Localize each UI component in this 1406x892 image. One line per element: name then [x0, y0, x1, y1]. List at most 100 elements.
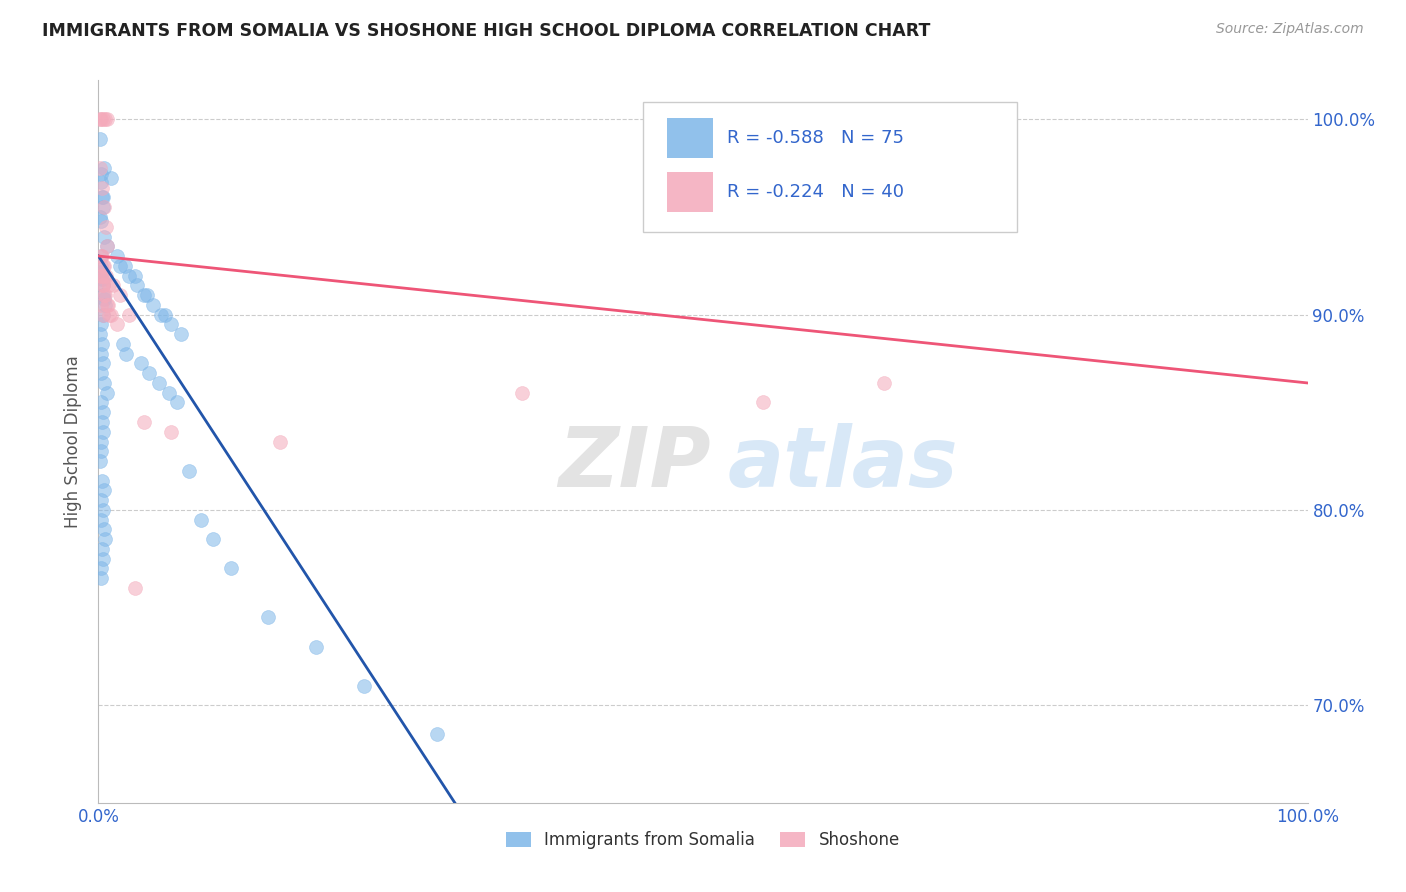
Point [90, 265, 112, 279]
Point [169, 327, 191, 342]
Point [115, 346, 138, 360]
FancyBboxPatch shape [643, 102, 1018, 232]
Point [93, 288, 115, 302]
Point [90, 366, 112, 380]
Point [873, 376, 896, 390]
Point [91, 308, 114, 322]
Point [90, 395, 112, 409]
Point [93, 229, 115, 244]
Point [90, 175, 112, 189]
Point [91, 541, 114, 556]
Point [90, 444, 112, 458]
Point [221, 561, 243, 575]
Point [96, 385, 118, 400]
Point [89, 132, 111, 146]
Point [89, 112, 111, 127]
Text: R = -0.224   N = 40: R = -0.224 N = 40 [727, 183, 904, 202]
Point [90, 259, 112, 273]
Point [426, 727, 449, 741]
Point [90, 346, 112, 360]
Point [114, 259, 136, 273]
Point [105, 249, 128, 263]
Point [118, 308, 141, 322]
Point [100, 308, 122, 322]
Point [90, 434, 112, 449]
Point [127, 278, 149, 293]
Point [353, 679, 375, 693]
Point [138, 366, 160, 380]
Point [91, 425, 114, 439]
Point [90, 513, 112, 527]
Point [111, 337, 134, 351]
Point [91, 272, 114, 286]
Point [91, 249, 114, 263]
Point [94, 112, 117, 127]
Point [93, 523, 115, 537]
Point [91, 278, 114, 293]
Point [96, 239, 118, 253]
Point [190, 513, 212, 527]
Point [91, 308, 114, 322]
Point [305, 640, 328, 654]
Point [108, 288, 131, 302]
Point [90, 318, 112, 332]
Point [91, 278, 114, 293]
Point [269, 434, 291, 449]
Point [202, 532, 225, 546]
Point [94, 219, 117, 234]
Point [94, 288, 117, 302]
Point [91, 200, 114, 214]
Point [150, 308, 173, 322]
Point [93, 161, 115, 176]
Point [94, 298, 117, 312]
Point [157, 385, 180, 400]
Point [124, 268, 146, 283]
Point [93, 259, 115, 273]
Text: ZIP: ZIP [558, 423, 710, 504]
Point [91, 474, 114, 488]
Point [118, 268, 141, 283]
Point [93, 292, 115, 306]
Point [93, 200, 115, 214]
FancyBboxPatch shape [666, 119, 713, 158]
Point [134, 288, 156, 302]
Point [166, 395, 188, 409]
Point [101, 278, 124, 293]
Point [108, 259, 131, 273]
Point [91, 278, 114, 293]
Point [160, 425, 183, 439]
Point [90, 112, 112, 127]
Point [93, 268, 115, 283]
Legend: Immigrants from Somalia, Shoshone: Immigrants from Somalia, Shoshone [499, 824, 907, 856]
Point [90, 249, 112, 263]
Point [96, 239, 118, 253]
Point [91, 190, 114, 204]
Point [91, 337, 114, 351]
Point [90, 571, 112, 585]
Point [91, 190, 114, 204]
Point [89, 327, 111, 342]
Point [91, 551, 114, 566]
Point [91, 503, 114, 517]
Point [105, 318, 128, 332]
Point [97, 308, 120, 322]
Point [90, 167, 112, 181]
Point [90, 268, 112, 283]
Point [90, 493, 112, 508]
Point [93, 376, 115, 390]
Point [89, 454, 111, 468]
Point [510, 385, 533, 400]
Point [160, 318, 183, 332]
Point [134, 415, 156, 429]
Point [93, 483, 115, 498]
Text: IMMIGRANTS FROM SOMALIA VS SHOSHONE HIGH SCHOOL DIPLOMA CORRELATION CHART: IMMIGRANTS FROM SOMALIA VS SHOSHONE HIGH… [42, 22, 931, 40]
Point [129, 356, 152, 370]
Point [89, 210, 111, 224]
Point [752, 395, 775, 409]
Point [124, 581, 146, 595]
Point [256, 610, 278, 624]
Point [90, 298, 112, 312]
Point [135, 288, 157, 302]
Y-axis label: High School Diploma: High School Diploma [65, 355, 83, 528]
Text: Source: ZipAtlas.com: Source: ZipAtlas.com [1216, 22, 1364, 37]
